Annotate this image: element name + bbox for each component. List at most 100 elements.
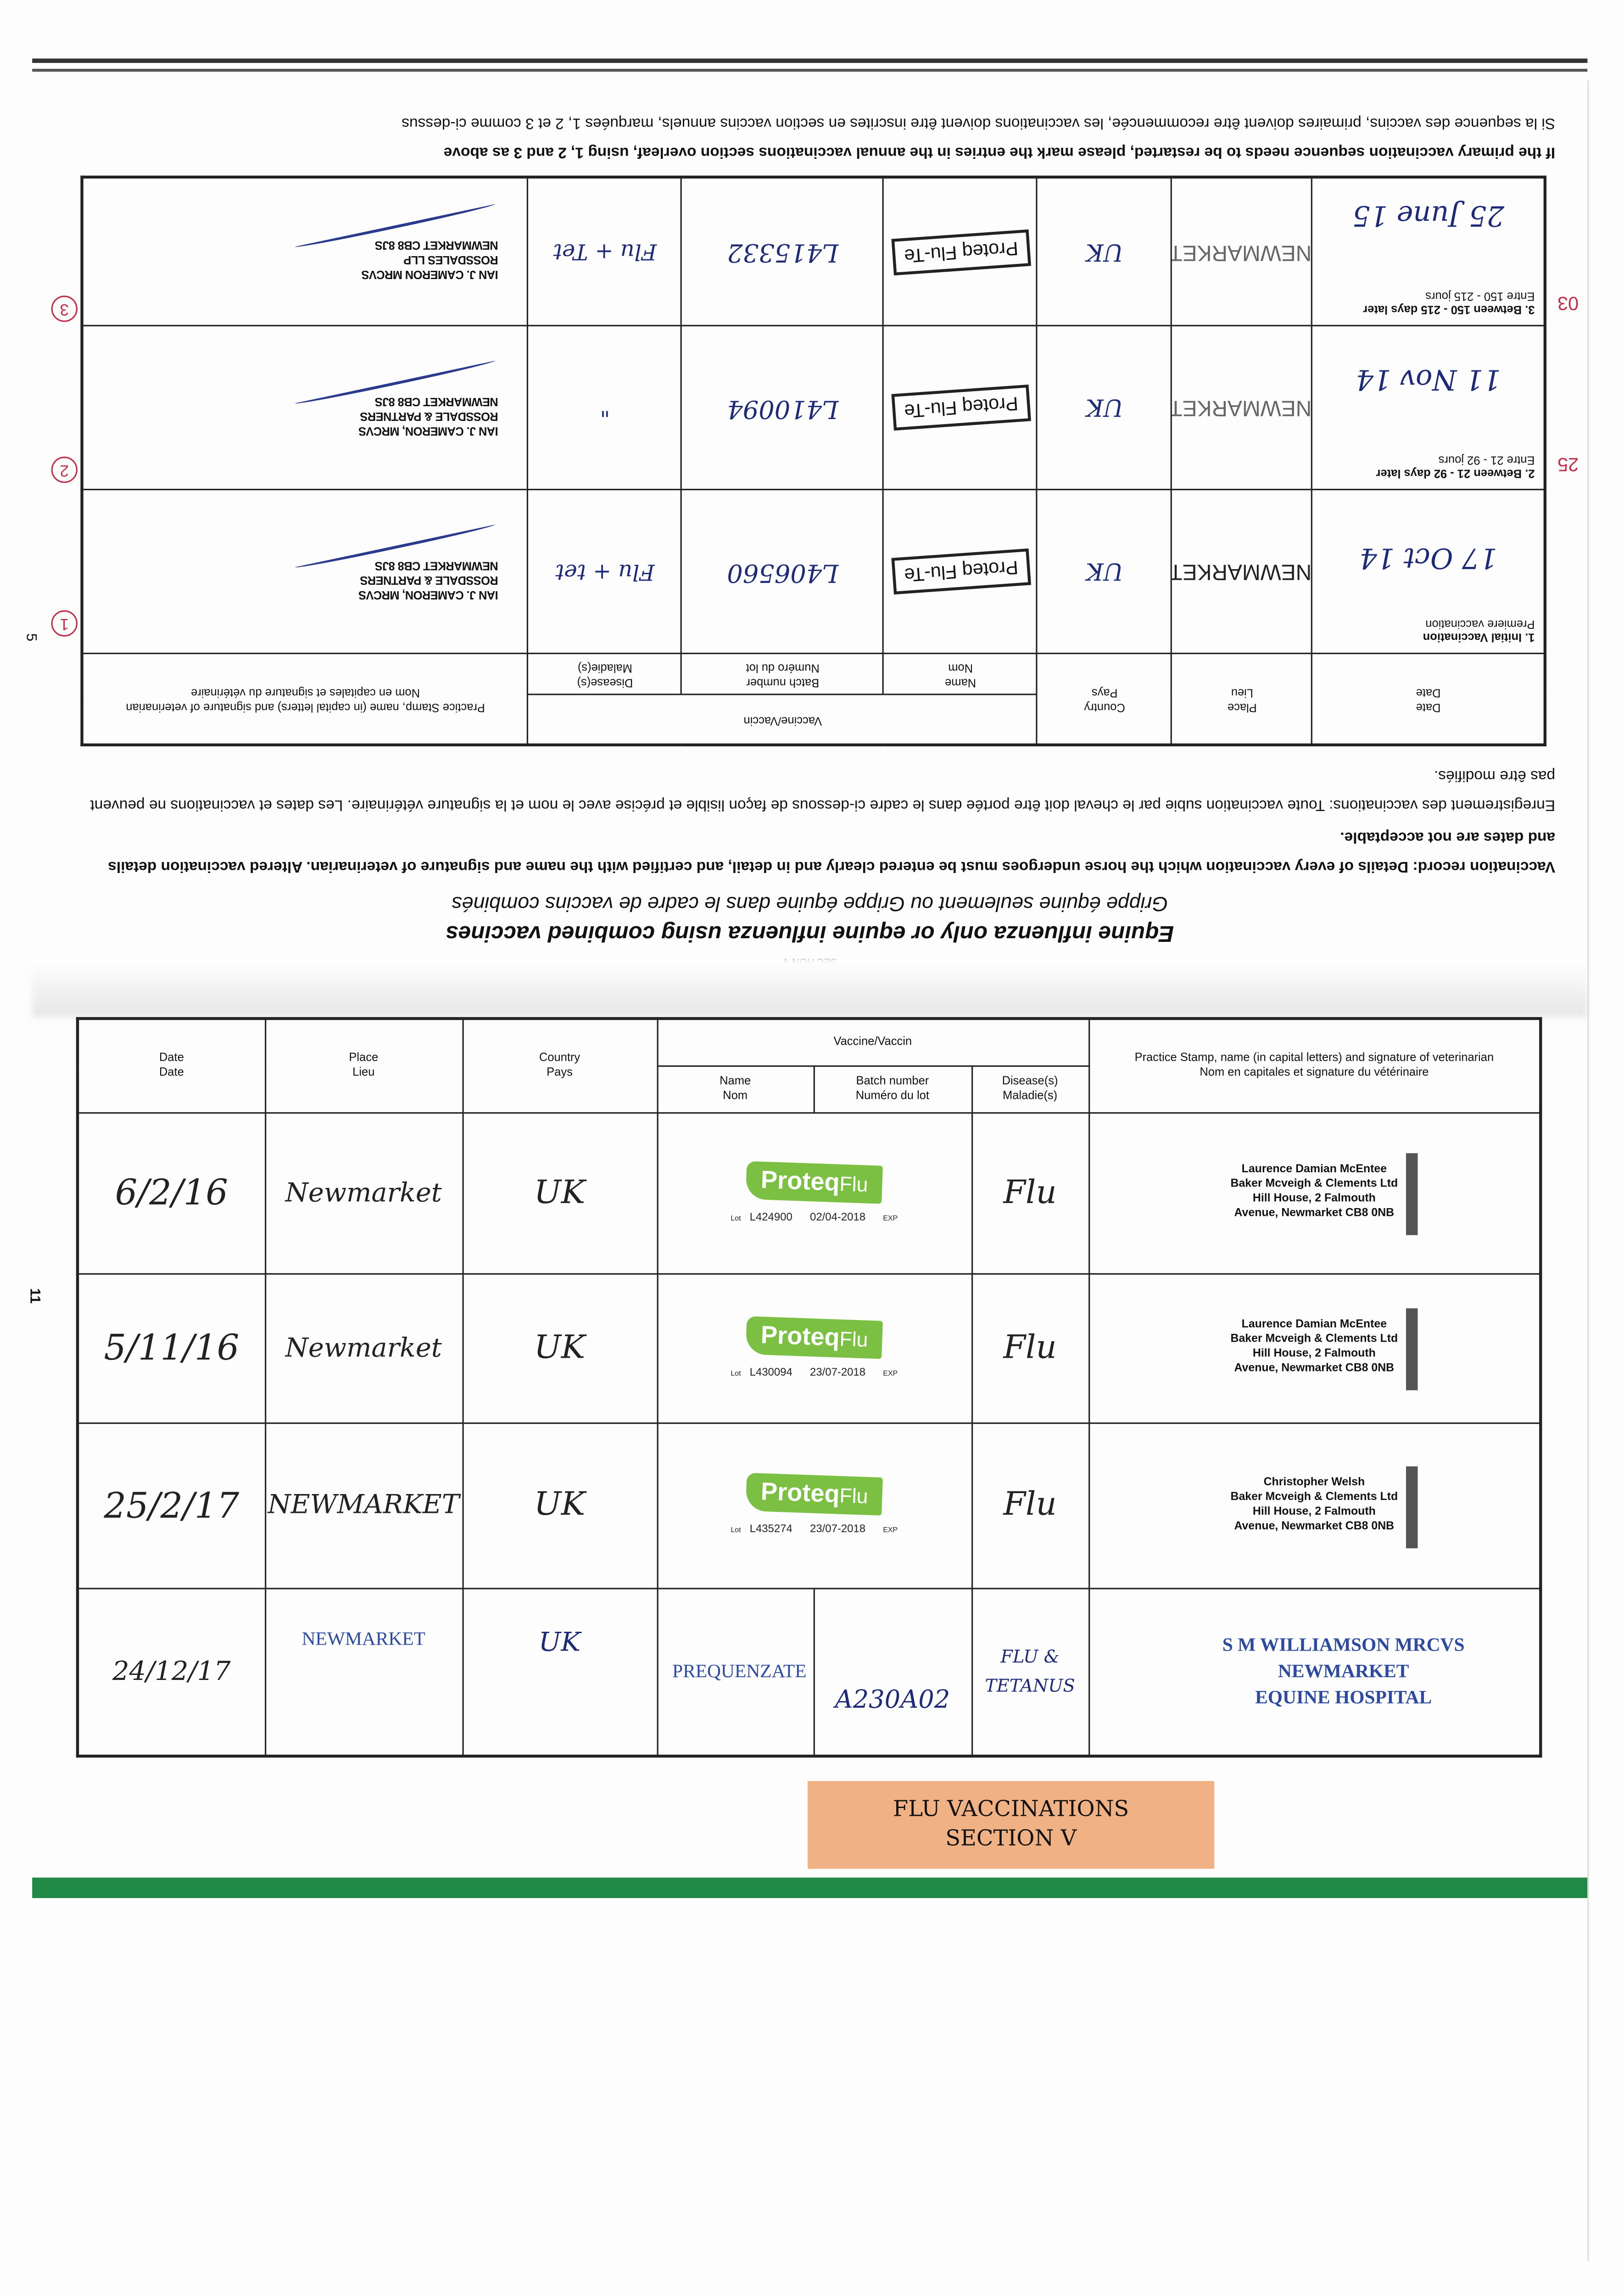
country-cell: UK <box>1037 326 1172 491</box>
handwritten-disease-cell: Flu <box>971 1422 1089 1589</box>
proteqflu-label: ProteqFlu <box>745 1472 883 1516</box>
handwritten-date: 24/12/17 <box>112 1656 231 1687</box>
handwritten-batch: A230A02 <box>835 1686 950 1716</box>
header-row: Date Date Place Lieu Country Pays Vaccine/Vacc… <box>82 654 1545 745</box>
date-cell: 3. Between 150 - 215 days later Entre 150… <box>1312 177 1545 326</box>
top-rule <box>32 58 1588 63</box>
header-country-fr: Pays <box>1091 686 1118 700</box>
vet-stamp: Christopher Welsh Baker Mcveigh & Clement… <box>1210 1466 1419 1548</box>
handwritten-disease: Flu <box>1003 1487 1057 1524</box>
handwritten-date-cell: 6/2/16 <box>77 1111 266 1274</box>
table-row: 24/12/17 NEWMARKET UK PREQUENZATE A230A02 FLU… <box>77 1587 1541 1757</box>
table-row: 1. Initial Vaccination Premiere vaccinati… <box>82 490 1545 655</box>
vet-stamp-line: Avenue, Newmarket CB8 0NB <box>1234 1518 1395 1532</box>
vet-stamp-cell: S M WILLIAMSON MRCVS NEWMARKET EQUINE HOSP… <box>1088 1587 1541 1757</box>
handwritten-disease: Flu <box>1003 1174 1057 1211</box>
exp-label: EXP <box>883 1369 898 1378</box>
handwritten-country: UK <box>538 1628 581 1659</box>
lot-line: Lot L424900 02/04-2018 EXP <box>658 1209 971 1223</box>
vet-stamp-line: Baker Mcveigh & Clements Ltd <box>1230 1176 1398 1190</box>
header-stamp: Practice Stamp, name (in capital letters… <box>1088 1018 1541 1113</box>
brand-suffix: Flu <box>839 1326 868 1351</box>
restart-note-en: If the primary vaccination sequence need… <box>443 143 1556 161</box>
vaccine-name-stamp: Proteq Flu-Te <box>890 549 1031 595</box>
handwritten-disease: Flu + Tet <box>553 239 657 265</box>
header-date-en: Date <box>1416 700 1441 714</box>
place-cell: NEWMARKET <box>1172 177 1312 326</box>
header-date-fr: Date <box>159 1065 184 1079</box>
lot-line: Lot L435274 23/07-2018 EXP <box>658 1522 971 1535</box>
restart-note-fr: Si la sequence des vaccins, primaires do… <box>402 114 1556 132</box>
handwritten-date-cell: 25/2/17 <box>77 1422 266 1589</box>
brand-suffix: Flu <box>839 1483 868 1508</box>
header-disease-fr: Maladie(s) <box>1003 1089 1058 1102</box>
instructions-fr: Enregistrement des vaccinations: Toute v… <box>90 767 1556 814</box>
vet-stamp-line: ROSSDALE & PARTNERS <box>360 409 498 423</box>
brand-name: Proteq <box>760 1478 840 1508</box>
header-date-fr: Date <box>1416 686 1441 700</box>
handwritten-country: UK <box>534 1174 586 1211</box>
row-label: 2. Between 21 - 92 days later <box>1376 467 1535 481</box>
vet-stamp-line: S M WILLIAMSON MRCVS <box>1222 1633 1465 1656</box>
row-label: 1. Initial Vaccination <box>1423 631 1535 645</box>
date-cell: 2. Between 21 - 92 days later Entre 21 - … <box>1312 326 1545 491</box>
handwritten-date: 17 Oct 14 <box>1359 542 1497 575</box>
header-vaccine: Vaccine/Vaccin <box>528 695 1038 745</box>
header-stamp-en: Practice Stamp, name (in capital letters… <box>126 700 485 714</box>
bottom-green-bar <box>32 1877 1588 1898</box>
row-label-fr: Entre 21 - 92 jours <box>1438 454 1535 468</box>
handwritten-disease-cell: Flu <box>971 1111 1089 1274</box>
vet-stamp: Laurence Damian McEntee Baker Mcveigh & C… <box>1210 1308 1419 1390</box>
handwritten-date: 25 June 15 <box>1352 200 1505 232</box>
handwritten-disease: FLU & TETANUS <box>985 1646 1075 1697</box>
handwritten-country: UK <box>1086 394 1123 422</box>
header-stamp-fr: Nom en capitales et signature du vétérin… <box>191 686 420 700</box>
vet-stamp-line: IAN J. CAMERON, MRCVS <box>358 588 498 602</box>
table-row: 6/2/16 Newmarket UK ProteqFlu Lot L424900 02/0… <box>77 1111 1541 1274</box>
vet-stamp-cell: Laurence Damian McEntee Baker Mcveigh & C… <box>1088 1272 1541 1423</box>
vet-stamp-line: Christopher Welsh <box>1263 1474 1365 1488</box>
circled-number: 1 <box>51 610 78 637</box>
instructions-en: Vaccination record: Details of every vac… <box>108 828 1556 875</box>
header-date-en: Date <box>159 1051 184 1064</box>
header-stamp-en: Practice Stamp, name (in capital letters… <box>1134 1051 1494 1064</box>
header-name-fr: Nom <box>948 661 973 675</box>
row-label: 3. Between 150 - 215 days later <box>1363 303 1535 317</box>
vet-stamp-line: NEWMARKET CB8 8JS <box>375 559 498 572</box>
row-label-fr: Premiere vaccination <box>1425 618 1535 632</box>
header-name: Name Nom <box>656 1064 815 1113</box>
vet-stamp-line: ROSSDALES LLP <box>403 253 498 267</box>
handwritten-batch: L406560 <box>727 557 839 587</box>
disease-cell: Flu + Tet <box>528 177 682 326</box>
vet-stamp-line: Avenue, Newmarket CB8 0NB <box>1234 1206 1395 1219</box>
handwritten-place: Newmarket <box>285 1177 442 1208</box>
scan-edge <box>1587 80 1589 2261</box>
header-disease-en: Disease(s) <box>577 676 633 689</box>
vet-stamp-line: Avenue, Newmarket CB8 0NB <box>1234 1361 1395 1374</box>
handwritten-country: UK <box>1086 238 1123 266</box>
handwritten-date: 5/11/16 <box>104 1327 240 1369</box>
section-title: Equine influenza only or equine influenz… <box>446 920 1174 946</box>
vet-stamp-cell: IAN J. CAMERON, MRCVS ROSSDALE & PARTNERS… <box>82 326 528 491</box>
header-country-en: Country <box>539 1051 580 1064</box>
handwritten-disease-cell: Flu <box>971 1272 1089 1423</box>
table-row: 2. Between 21 - 92 days later Entre 21 - … <box>82 326 1545 491</box>
proteqflu-label: ProteqFlu <box>745 1160 883 1203</box>
vet-stamp-cell: Laurence Damian McEntee Baker Mcveigh & C… <box>1088 1111 1541 1274</box>
vet-stamp-line: Hill House, 2 Falmouth <box>1252 1346 1376 1360</box>
vet-stamp: IAN J. CAMERON, MRCVS ROSSDALE & PARTNERS… <box>84 394 498 437</box>
header-country-fr: Pays <box>547 1065 573 1079</box>
vaccine-name-stamp: Proteq Flu-Te <box>890 229 1031 275</box>
handwritten-date: 11 Nov 14 <box>1356 364 1501 396</box>
handwritten-disease: Flu + tet <box>555 559 655 586</box>
vet-stamp-line: NEWMARKET CB8 8JS <box>375 395 498 409</box>
brand-name: Proteq <box>760 1320 840 1351</box>
header-place-en: Place <box>1227 700 1257 714</box>
vet-stamp-cell: IAN J. CAMERON, MRCVS ROSSDALE & PARTNERS… <box>82 490 528 655</box>
handwritten-place-cell: Newmarket <box>264 1111 463 1274</box>
vet-stamp: IAN J. CAMERON MRCVS ROSSDALES LLP NEWMARK… <box>84 237 498 281</box>
header-batch-en: Batch number <box>856 1074 929 1087</box>
header-name-en: Name <box>945 676 977 689</box>
header-place-fr: Lieu <box>1231 686 1253 700</box>
handwritten-disease: Flu <box>1003 1329 1057 1366</box>
